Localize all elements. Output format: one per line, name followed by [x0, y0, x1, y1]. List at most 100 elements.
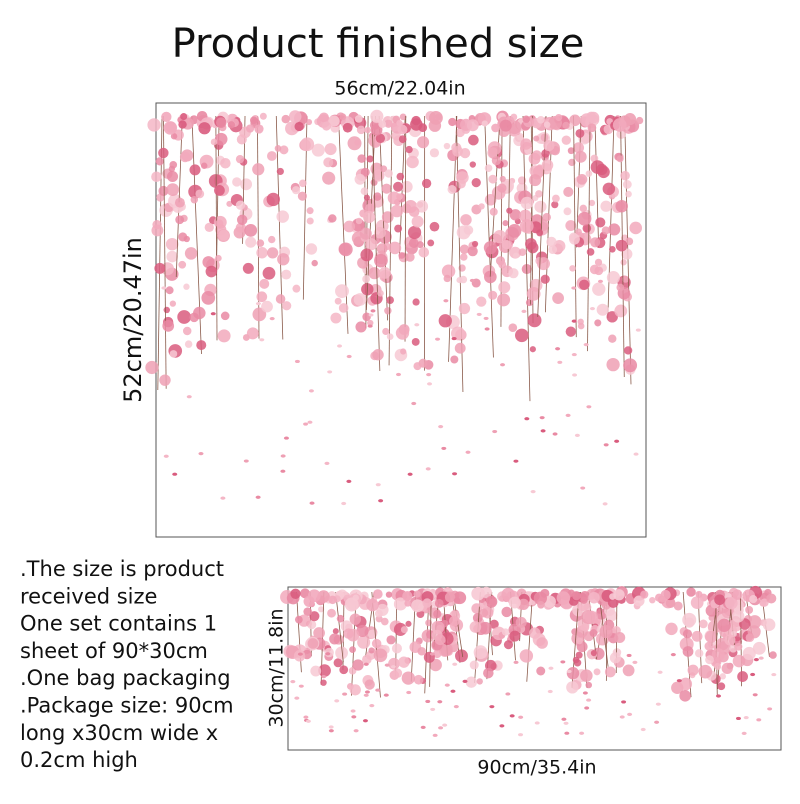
- petal: [541, 429, 546, 432]
- blossom: [636, 117, 643, 124]
- blossom: [456, 171, 469, 184]
- petal: [427, 382, 432, 385]
- blossom: [147, 118, 160, 131]
- blossom: [295, 122, 304, 131]
- blossom: [520, 649, 533, 662]
- petal: [564, 722, 569, 725]
- blossom: [686, 587, 695, 596]
- petal: [309, 389, 314, 392]
- blossom: [460, 253, 467, 260]
- blossom: [397, 125, 407, 135]
- blossom: [292, 285, 300, 293]
- blossom: [170, 350, 178, 358]
- blossom: [276, 294, 286, 304]
- blossom: [409, 238, 419, 248]
- blossom: [732, 589, 742, 599]
- blossom: [295, 616, 303, 624]
- note-line: .The size is product: [20, 557, 224, 581]
- petal: [327, 370, 332, 373]
- blossom: [699, 665, 713, 679]
- blossom: [541, 134, 549, 142]
- blossom: [735, 643, 743, 651]
- blossom: [502, 220, 508, 226]
- blossom: [749, 595, 757, 603]
- petal: [463, 680, 468, 683]
- blossom: [594, 319, 601, 326]
- blossom: [311, 260, 317, 266]
- blossom: [422, 598, 431, 607]
- blossom: [572, 592, 581, 601]
- blossom: [509, 323, 518, 332]
- blossom: [245, 237, 256, 248]
- blossom: [166, 251, 178, 263]
- petal: [290, 680, 295, 683]
- blossom: [289, 110, 302, 123]
- blossom: [614, 632, 625, 643]
- blossom: [500, 120, 512, 132]
- petal: [584, 343, 589, 346]
- blossom: [620, 171, 630, 181]
- blossom: [246, 124, 254, 132]
- blossom: [368, 647, 374, 653]
- blossom: [215, 219, 223, 227]
- blossom: [362, 275, 370, 283]
- petal: [426, 373, 431, 376]
- blossom: [688, 665, 699, 676]
- petal: [452, 663, 457, 666]
- petal: [603, 502, 608, 505]
- blossom: [398, 656, 409, 667]
- petal: [756, 718, 761, 721]
- blossom: [493, 230, 506, 243]
- petal: [284, 436, 289, 439]
- main-width-label: 56cm/22.04in: [334, 78, 465, 100]
- petal: [161, 286, 166, 289]
- petal: [369, 704, 374, 707]
- blossom: [328, 214, 336, 222]
- blossom: [476, 296, 486, 306]
- blossom: [555, 114, 562, 121]
- blossom: [484, 241, 497, 254]
- blossom: [290, 589, 300, 599]
- petal: [341, 502, 346, 505]
- note-line: .One bag packaging: [20, 666, 231, 690]
- blossom: [330, 313, 341, 324]
- petal: [329, 729, 334, 732]
- petal: [391, 665, 396, 668]
- note-line: .Package size: 90cm: [20, 694, 234, 718]
- blossom: [542, 159, 554, 171]
- blossom: [620, 259, 626, 265]
- blossom: [509, 597, 521, 609]
- petal: [164, 455, 169, 458]
- blossom: [488, 141, 502, 155]
- blossom: [609, 593, 616, 600]
- blossom: [377, 243, 388, 254]
- blossom: [608, 223, 620, 235]
- blossom: [569, 234, 580, 245]
- blossom: [705, 631, 717, 643]
- blossom: [435, 634, 446, 645]
- blossom: [386, 635, 395, 644]
- blossom: [470, 621, 482, 633]
- blossom: [691, 596, 704, 609]
- petal: [256, 302, 261, 305]
- blossom: [177, 310, 191, 324]
- blossom: [178, 120, 186, 128]
- blossom: [448, 118, 456, 126]
- blossom: [613, 118, 627, 132]
- petal: [270, 317, 275, 320]
- blossom: [386, 591, 392, 597]
- petal: [548, 667, 553, 670]
- blossom: [339, 113, 346, 120]
- blossom: [409, 206, 420, 217]
- blossom: [456, 277, 462, 283]
- blossom: [402, 671, 415, 684]
- blossom: [349, 646, 356, 653]
- blossom: [406, 156, 418, 168]
- blossom: [252, 163, 264, 175]
- blossom: [534, 201, 546, 213]
- blossom: [404, 600, 411, 607]
- blossom: [640, 590, 648, 598]
- blossom: [568, 147, 575, 154]
- blossom: [607, 271, 620, 284]
